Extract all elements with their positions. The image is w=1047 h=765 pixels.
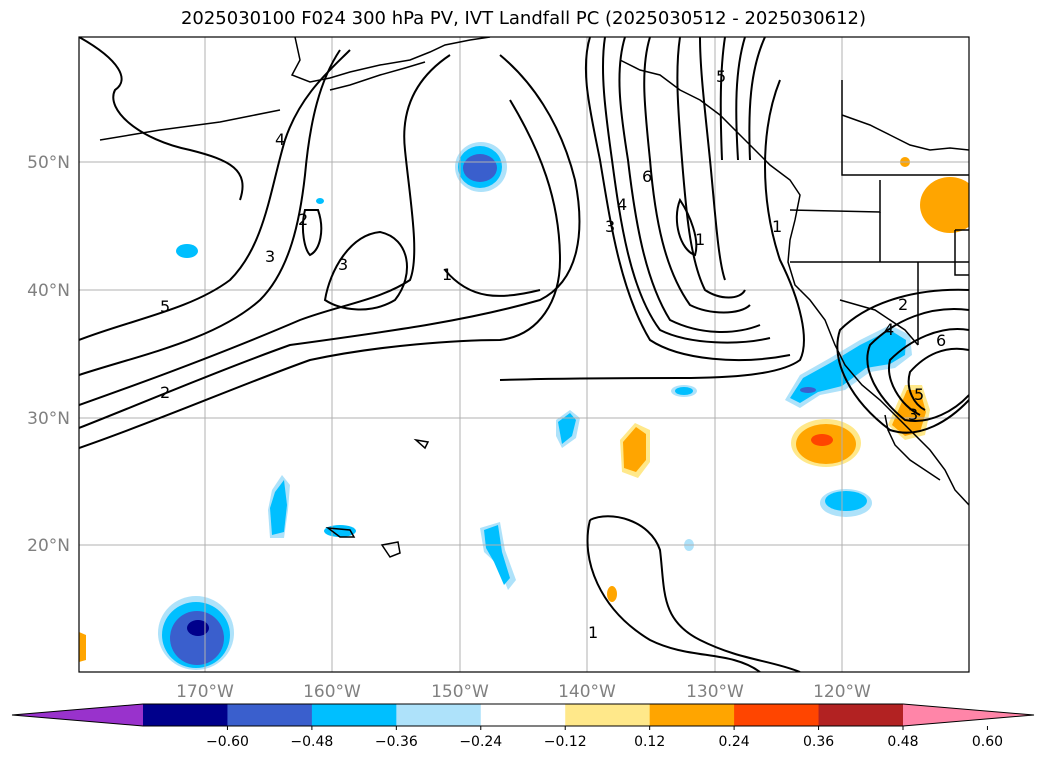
contour-label: 6 (936, 331, 946, 350)
map-area: 5 4 3 2 3 2 1 6 4 3 5 1 1 2 4 6 3 5 1 (79, 37, 969, 672)
lat-label: 20°N (27, 536, 70, 556)
contour-label: 5 (160, 297, 170, 316)
colorbar-segment (649, 704, 735, 726)
ivt-pc-shading (79, 142, 969, 670)
contour-label: 1 (442, 265, 452, 284)
colorbar-segment (311, 704, 397, 726)
contour-label: 3 (908, 405, 918, 424)
colorbar-tick-label: −0.48 (290, 734, 333, 750)
contour-label: 2 (898, 295, 908, 314)
contour-label: 4 (617, 195, 627, 214)
contour-label: 3 (265, 247, 275, 266)
colorbar-tick-label: −0.60 (206, 734, 249, 750)
lon-label: 120°W (813, 682, 871, 702)
colorbar-tick-label: 0.36 (803, 734, 834, 750)
lat-label: 50°N (27, 153, 70, 173)
colorbar-segment (396, 704, 482, 726)
lon-label: 140°W (558, 682, 616, 702)
colorbar-tick-label: 0.60 (972, 734, 1003, 750)
pv-contours (79, 37, 969, 672)
lon-label: 150°W (431, 682, 489, 702)
latitude-labels: 50°N 40°N 30°N 20°N (27, 153, 70, 556)
colorbar-tick-label: −0.36 (375, 734, 418, 750)
longitude-labels: 170°W 160°W 150°W 140°W 130°W 120°W (176, 682, 871, 702)
ivt-negative-anomaly (158, 142, 912, 670)
lat-label: 30°N (27, 409, 70, 429)
colorbar-segment (565, 704, 651, 726)
colorbar-tick-label: −0.12 (544, 734, 587, 750)
colorbar-segment (818, 704, 904, 726)
contour-label: 4 (275, 130, 285, 149)
colorbar-outline (11, 703, 1035, 727)
pv-contour-labels: 5 4 3 2 3 2 1 6 4 3 5 1 1 2 4 6 3 5 1 (160, 67, 946, 642)
contour-label: 1 (772, 217, 782, 236)
colorbar-segment (143, 704, 228, 726)
colorbar-tick-label: −0.24 (459, 734, 502, 750)
colorbar: −0.60 −0.48 −0.36 −0.24 −0.12 0.12 0.24 0.36 0.4… (11, 703, 1035, 750)
colorbar-tick-label: 0.24 (719, 734, 750, 750)
contour-label: 1 (695, 230, 705, 249)
lon-label: 130°W (686, 682, 744, 702)
contour-label: 3 (605, 217, 615, 236)
map-title: 2025030100 F024 300 hPa PV, IVT Landfall… (180, 8, 867, 29)
contour-label: 5 (914, 385, 924, 404)
coastlines (99, 37, 969, 558)
contour-label: 2 (298, 210, 308, 229)
contour-label: 6 (642, 167, 652, 186)
lat-label: 40°N (27, 281, 70, 301)
contour-label: 3 (338, 255, 348, 274)
contour-label: 5 (716, 67, 726, 86)
contour-label: 1 (588, 623, 598, 642)
graticule (79, 37, 969, 672)
lon-label: 170°W (176, 682, 234, 702)
colorbar-segment (227, 704, 313, 726)
contour-label: 4 (884, 320, 894, 339)
contour-label: 2 (160, 383, 170, 402)
colorbar-segment (734, 704, 820, 726)
colorbar-extend-low (12, 704, 143, 726)
colorbar-tick-label: 0.12 (634, 734, 665, 750)
colorbar-extend-high (903, 704, 1034, 726)
colorbar-tick-label: 0.48 (887, 734, 918, 750)
ivt-positive-anomaly (79, 157, 969, 662)
lon-label: 160°W (303, 682, 361, 702)
map-frame (78, 36, 970, 673)
colorbar-segment (480, 704, 566, 726)
